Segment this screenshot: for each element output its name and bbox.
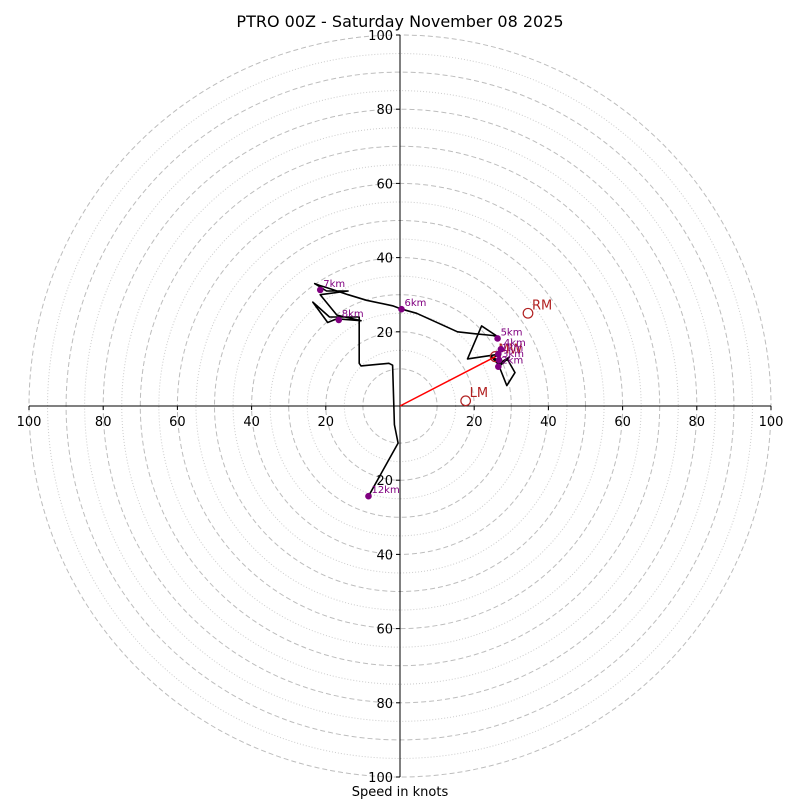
y-tick-label: 60: [376, 623, 393, 638]
x-tick-label: 100: [17, 415, 42, 430]
height-point: [365, 492, 372, 500]
x-tick-label: 100: [759, 415, 784, 430]
height-label: 7km: [323, 279, 345, 290]
x-tick-label: 80: [95, 415, 112, 430]
x-tick-label: 60: [169, 415, 186, 430]
height-label: 2km: [501, 356, 523, 367]
storm-motion-marker: [522, 307, 534, 319]
tick-labels: 100 80 60 40 20 20 40 60 80 100 100 80 60 40 20 20 40 60 8…: [17, 29, 784, 786]
height-label: 8km: [342, 309, 364, 320]
y-tick-label: 40: [376, 252, 393, 267]
storm-markers: RM LM: [460, 298, 552, 407]
y-tick-label: 80: [376, 103, 393, 118]
height-point: [495, 363, 502, 370]
x-tick-label: 20: [318, 415, 335, 430]
y-tick-label: 40: [376, 548, 393, 563]
mean-wind-vector: [399, 355, 496, 407]
y-tick-label: 20: [376, 326, 393, 341]
y-tick-label: 100: [368, 29, 393, 44]
y-tick-label: 60: [376, 177, 393, 192]
y-tick-label: 100: [368, 771, 393, 786]
height-label: 4km: [504, 338, 526, 349]
x-tick-label: 80: [689, 415, 706, 430]
x-tick-label: 20: [466, 415, 483, 430]
x-tick-label: 40: [243, 415, 260, 430]
y-tick-label: 20: [376, 474, 393, 489]
storm-motion-marker: [460, 395, 472, 407]
x-tick-label: 40: [540, 415, 557, 430]
height-point: [316, 286, 324, 294]
height-point: [398, 305, 405, 313]
y-tick-label: 80: [376, 697, 393, 712]
height-point: [495, 356, 503, 364]
x-tick-label: 60: [614, 415, 631, 430]
storm-motion-label: LM: [470, 386, 488, 401]
height-label: 12km: [371, 485, 399, 496]
chart-title: PTRO 00Z - Saturday November 08 2025: [236, 12, 563, 31]
height-point: [497, 345, 505, 353]
storm-motion-label: RM: [532, 298, 552, 313]
height-label: 6km: [404, 298, 426, 309]
height-label: 3km: [502, 349, 524, 360]
x-axis-label: Speed in knots: [352, 785, 449, 800]
height-label: 5km: [501, 327, 523, 338]
height-label: 1km: [501, 343, 523, 354]
height-point: [335, 316, 343, 324]
mean-wind-label: MW: [498, 343, 522, 358]
height-point: [494, 335, 501, 342]
height-point: [495, 350, 502, 358]
